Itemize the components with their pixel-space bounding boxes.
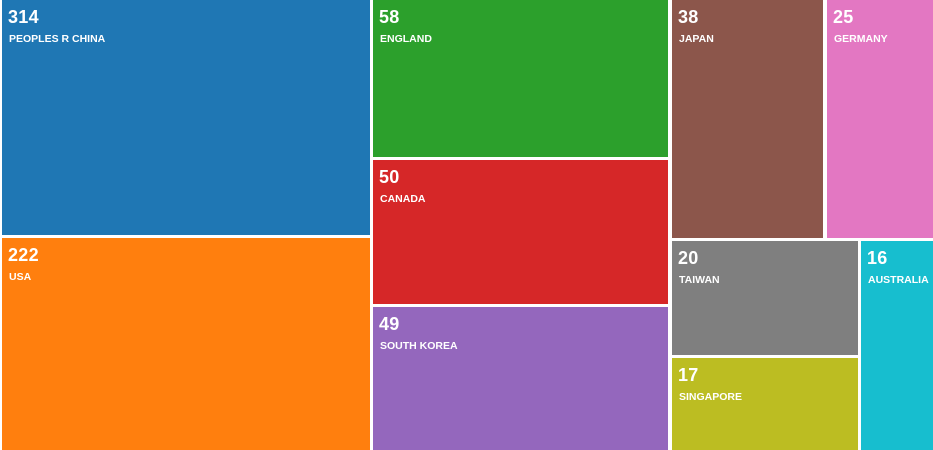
tile-label: JAPAN (679, 33, 714, 45)
tile-value: 58 (379, 7, 400, 27)
tile-label: PEOPLES R CHINA (9, 33, 106, 45)
tile-label: GERMANY (834, 33, 888, 45)
tile-label: AUSTRALIA (868, 274, 929, 286)
tile-label: ENGLAND (380, 33, 432, 45)
tile-taiwan: 20 TAIWAN (672, 241, 858, 355)
tile-germany: 25 GERMANY (827, 0, 933, 238)
tile-peoples-r-china: 314 PEOPLES R CHINA (2, 0, 370, 235)
tile-value: 314 (8, 7, 39, 27)
tile-value: 16 (867, 248, 888, 268)
tile-value: 222 (8, 245, 39, 265)
tile-singapore: 17 SINGAPORE (672, 358, 858, 450)
tile-australia: 16 AUSTRALIA (861, 241, 933, 450)
tile-value: 38 (678, 7, 699, 27)
tile-usa: 222 USA (2, 238, 370, 450)
tile-value: 49 (379, 314, 400, 334)
tile-label: TAIWAN (679, 274, 720, 286)
tile-value: 25 (833, 7, 854, 27)
tile-canada: 50 CANADA (373, 160, 668, 304)
tile-value: 20 (678, 248, 699, 268)
tile-south-korea: 49 SOUTH KOREA (373, 307, 668, 450)
tile-label: SOUTH KOREA (380, 340, 458, 352)
tile-label: CANADA (380, 193, 426, 205)
tile-label: SINGAPORE (679, 391, 743, 403)
tile-england: 58 ENGLAND (373, 0, 668, 157)
tile-japan: 38 JAPAN (672, 0, 823, 238)
tile-label: USA (9, 271, 32, 283)
tile-value: 17 (678, 365, 699, 385)
tile-value: 50 (379, 167, 400, 187)
